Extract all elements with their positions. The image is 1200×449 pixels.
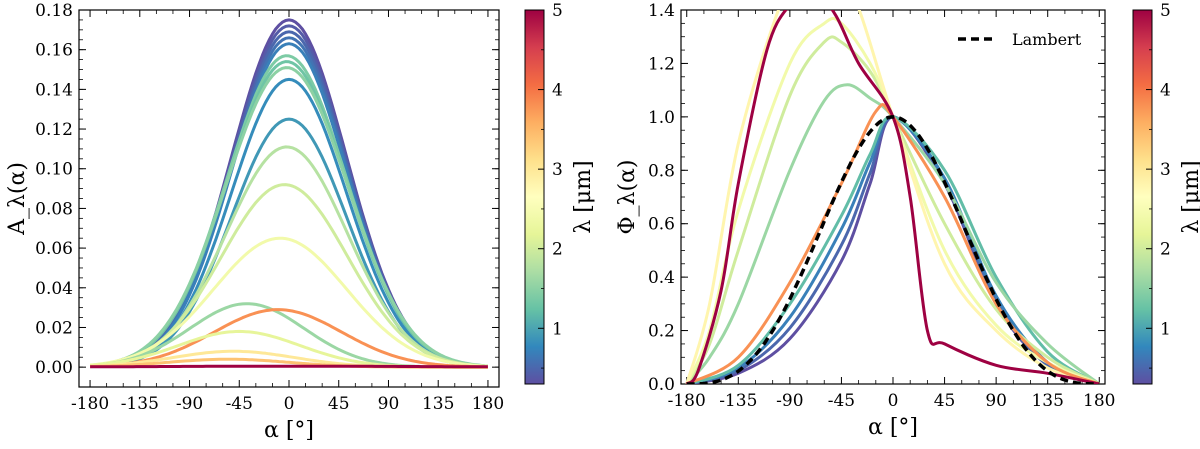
y-tick-label: 1.4	[648, 1, 675, 21]
x-tick-label: -180	[71, 394, 109, 414]
y-tick-label: 0.10	[35, 160, 73, 180]
y-tick-label: 0.8	[648, 161, 675, 181]
y-tick-label: 0.0	[648, 375, 675, 395]
series-line	[685, 16, 1100, 384]
legend: Lambert	[958, 30, 1082, 49]
x-tick-label: -90	[776, 391, 803, 411]
series-line	[89, 183, 488, 368]
x-tick-label: 135	[1031, 391, 1063, 411]
left-colorbar: 1 2 3 4 5 λ [μm]	[524, 1, 596, 385]
x-tick-label: -135	[719, 391, 757, 411]
x-tick-label: 45	[328, 394, 350, 414]
y-tick-label: 0.12	[35, 120, 73, 140]
series-line	[90, 24, 488, 368]
lambert-line	[686, 115, 1100, 384]
colorbar-tick-label: 3	[1160, 160, 1171, 180]
series-line	[90, 18, 488, 368]
series-line	[89, 236, 488, 368]
y-tick-label: 0.16	[35, 41, 73, 61]
y-tick-label: 0.06	[35, 239, 73, 259]
y-tick-label: 0.08	[35, 199, 73, 219]
right-chart-panel: -180 -135 -90 -45 0 45 90 135 180 0.0 0.2 0.4 0.6 0.8…	[615, 1, 1115, 440]
series-line	[90, 60, 488, 368]
colorbar-label: λ [μm]	[571, 160, 596, 233]
colorbar-gradient	[524, 9, 545, 385]
x-axis-label: α [°]	[264, 418, 314, 443]
x-tick-label: 0	[888, 391, 899, 411]
x-tick-label: -45	[226, 394, 253, 414]
x-tick-label: -90	[176, 394, 203, 414]
colorbar-tick-label: 5	[1160, 1, 1171, 21]
x-axis-label: α [°]	[868, 415, 918, 440]
colorbar-label: λ [μm]	[1179, 160, 1200, 233]
y-tick-label: 0.04	[35, 279, 73, 299]
series-line	[90, 117, 488, 368]
y-tick-label: 0.6	[648, 215, 675, 235]
series-line	[90, 308, 488, 369]
x-tick-label: -135	[121, 394, 159, 414]
plot-frame	[78, 9, 500, 388]
colorbar-tick-label: 4	[552, 81, 563, 101]
colorbar-tick-label: 2	[1160, 240, 1171, 260]
right-curves	[685, 10, 1101, 384]
series-line	[90, 77, 488, 368]
x-tick-label: 180	[472, 394, 504, 414]
colorbar-tick-label: 1	[1160, 319, 1171, 339]
x-tick-label: -45	[828, 391, 855, 411]
y-tick-label: 0.00	[35, 358, 73, 378]
colorbar-tick-label: 1	[552, 319, 563, 339]
colorbar-tick-label: 5	[552, 1, 563, 21]
series-line	[685, 10, 1100, 384]
y-tick-label: 0.18	[35, 1, 73, 21]
plot-frame	[680, 9, 1106, 385]
y-tick-label: 0.4	[648, 268, 675, 288]
x-tick-label: 90	[378, 394, 400, 414]
right-colorbar: 1 2 3 4 5 λ [μm]	[1132, 1, 1200, 385]
x-tick-label: 180	[1083, 391, 1115, 411]
y-axis-label: A_λ(α)	[5, 162, 30, 236]
series-line	[90, 30, 488, 368]
y-axis-label: Φ_λ(α)	[615, 159, 640, 234]
series-line	[90, 145, 488, 368]
x-tick-label: 90	[985, 391, 1007, 411]
series-line	[90, 364, 488, 369]
y-tick-label: 1.0	[648, 108, 675, 128]
y-tick-label: 0.2	[648, 322, 675, 342]
y-tick-label: 1.2	[648, 54, 675, 74]
series-line	[685, 83, 1101, 384]
x-tick-label: -180	[668, 391, 706, 411]
series-line	[89, 66, 488, 368]
x-tick-label: 135	[422, 394, 454, 414]
x-tick-label: 0	[284, 394, 295, 414]
colorbar-gradient	[1132, 9, 1153, 385]
y-tick-label: 0.02	[35, 318, 73, 338]
legend-lambert-label: Lambert	[1012, 30, 1082, 49]
colorbar-tick-label: 3	[552, 160, 563, 180]
colorbar-tick-label: 2	[552, 240, 563, 260]
y-tick-label: 0.14	[35, 80, 73, 100]
colorbar-tick-label: 4	[1160, 81, 1171, 101]
series-line	[685, 10, 1100, 384]
left-curves	[89, 18, 488, 369]
x-tick-label: 45	[934, 391, 956, 411]
left-chart-panel: -180 -135 -90 -45 0 45 90 135 180 0.00 0.02 0.04 0.0…	[5, 1, 504, 443]
